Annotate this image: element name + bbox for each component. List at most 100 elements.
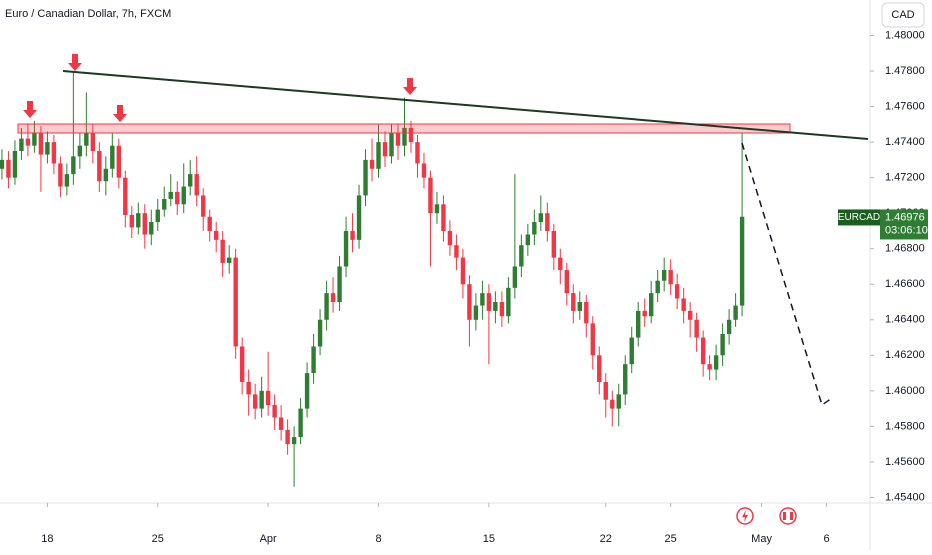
candle-body bbox=[532, 222, 537, 235]
candle-body bbox=[538, 213, 544, 223]
candle-body bbox=[90, 133, 96, 152]
y-tick-label: 1.47400 bbox=[885, 136, 925, 148]
y-tick-label: 1.45800 bbox=[885, 420, 925, 432]
candle-body bbox=[499, 302, 505, 317]
candle-body bbox=[603, 381, 608, 400]
candle-body bbox=[720, 334, 725, 356]
candle-body bbox=[324, 293, 329, 320]
x-tick-label: 18 bbox=[41, 533, 53, 545]
candle-body bbox=[103, 168, 109, 182]
candle-body bbox=[181, 186, 186, 205]
arrows bbox=[23, 54, 417, 122]
candle-body bbox=[545, 213, 550, 231]
candle-body bbox=[408, 127, 414, 143]
candle-body bbox=[713, 355, 719, 370]
candle-body bbox=[395, 133, 401, 146]
candle-body bbox=[45, 142, 50, 155]
candle-body bbox=[337, 266, 342, 303]
candle-body bbox=[506, 287, 511, 317]
candle-body bbox=[252, 394, 258, 409]
y-tick-label: 1.46600 bbox=[885, 278, 925, 290]
candle-body bbox=[382, 142, 388, 157]
candle-body bbox=[441, 204, 446, 231]
candle-body bbox=[623, 364, 628, 395]
candle-body bbox=[246, 381, 251, 395]
candle-body bbox=[265, 390, 271, 406]
candle-body bbox=[610, 399, 615, 409]
candle-body bbox=[136, 213, 141, 228]
candle-body bbox=[317, 319, 323, 347]
y-tick-label: 1.47200 bbox=[885, 172, 925, 184]
candle-body bbox=[687, 310, 693, 320]
candle-body bbox=[207, 216, 212, 231]
candle-body bbox=[175, 191, 180, 205]
candle-body bbox=[201, 195, 206, 217]
candle-body bbox=[142, 213, 147, 235]
candle-body bbox=[291, 437, 297, 445]
candle-body bbox=[214, 230, 219, 240]
y-tick-label: 1.46200 bbox=[885, 349, 925, 361]
candle-body bbox=[155, 209, 160, 223]
candle-body bbox=[6, 159, 11, 178]
candle-body bbox=[233, 257, 238, 347]
arrow bbox=[68, 54, 82, 71]
y-tick-label: 1.47600 bbox=[885, 101, 925, 113]
x-tick-label: May bbox=[751, 533, 772, 545]
x-tick-label: Apr bbox=[260, 533, 277, 545]
candle-body bbox=[194, 174, 199, 196]
event-icons bbox=[736, 507, 797, 525]
candle-body bbox=[64, 174, 70, 187]
candle-body bbox=[71, 156, 76, 175]
candle-body bbox=[311, 346, 316, 374]
y-tick-label: 1.46800 bbox=[885, 243, 925, 255]
candle-body bbox=[726, 319, 732, 334]
candle-body bbox=[259, 390, 264, 409]
chart-title: Euro / Canadian Dollar, 7h, FXCM bbox=[5, 8, 171, 20]
candle-body bbox=[123, 177, 128, 215]
candle-body bbox=[363, 159, 368, 196]
candles bbox=[0, 71, 745, 487]
candle-body bbox=[571, 293, 576, 311]
candle-body bbox=[220, 239, 225, 263]
resistance-zone bbox=[17, 123, 791, 134]
candle-body bbox=[350, 230, 355, 240]
candle-body bbox=[480, 293, 485, 306]
arrow bbox=[23, 101, 37, 118]
candle-body bbox=[655, 280, 660, 294]
candle-body bbox=[694, 319, 699, 338]
candle-body bbox=[649, 293, 654, 317]
candle-body bbox=[32, 133, 37, 146]
candle-body bbox=[577, 302, 582, 311]
last-price-countdown: 03:06:10 bbox=[885, 224, 928, 236]
candle-body bbox=[700, 337, 706, 365]
candle-body bbox=[428, 177, 433, 214]
candle-body bbox=[467, 284, 472, 320]
currency-button[interactable] bbox=[881, 2, 925, 28]
candle-body bbox=[226, 257, 232, 263]
currency-label[interactable]: CAD bbox=[891, 9, 914, 21]
y-tick-label: 1.45400 bbox=[885, 491, 925, 503]
candle-body bbox=[707, 364, 712, 370]
candle-body bbox=[661, 270, 667, 281]
candle-body bbox=[97, 151, 102, 182]
arrow bbox=[113, 105, 127, 122]
y-tick-label: 1.46000 bbox=[885, 385, 925, 397]
x-tick-label: 8 bbox=[375, 533, 381, 545]
x-tick-label: 6 bbox=[823, 533, 829, 545]
candle-body bbox=[330, 293, 336, 303]
trend-line bbox=[62, 70, 869, 140]
candle-body bbox=[415, 142, 420, 164]
candle-body bbox=[285, 429, 290, 445]
last-price-symbol-box bbox=[838, 209, 880, 226]
candle-body bbox=[278, 417, 284, 430]
candle-body bbox=[19, 138, 24, 152]
candle-body bbox=[681, 298, 686, 311]
x-tick-label: 22 bbox=[600, 533, 612, 545]
candle-body bbox=[636, 310, 641, 338]
candle-body bbox=[110, 145, 115, 169]
candle-body bbox=[51, 142, 57, 164]
candle-body bbox=[116, 145, 122, 178]
candle-body bbox=[590, 323, 595, 356]
candle-body bbox=[12, 151, 18, 178]
